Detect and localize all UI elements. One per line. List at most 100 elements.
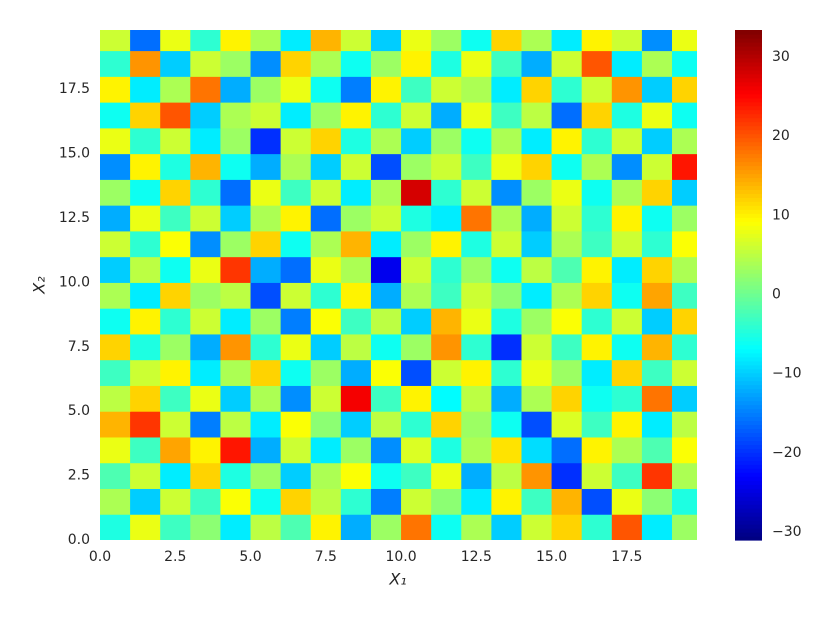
heatmap-cell bbox=[672, 282, 697, 309]
heatmap-cell bbox=[401, 127, 432, 155]
y-tick-label: 12.5 bbox=[59, 210, 90, 226]
y-tick-label: 5.0 bbox=[68, 403, 90, 419]
heatmap-cell bbox=[521, 488, 553, 515]
heatmap-cell bbox=[340, 359, 372, 386]
heatmap-cell bbox=[641, 256, 673, 283]
heatmap-cell bbox=[431, 411, 462, 438]
heatmap-cell bbox=[641, 102, 673, 129]
heatmap-cell bbox=[130, 385, 161, 412]
heatmap-cell bbox=[401, 436, 432, 464]
heatmap-cell bbox=[491, 462, 522, 489]
colorbar-segment bbox=[735, 512, 762, 517]
heatmap-cell bbox=[551, 256, 583, 283]
heatmap-cell bbox=[611, 76, 643, 103]
heatmap-cell bbox=[370, 205, 402, 232]
heatmap-cell bbox=[461, 205, 492, 232]
heatmap-cell bbox=[431, 282, 462, 309]
heatmap-cell bbox=[641, 514, 673, 540]
heatmap-cell bbox=[491, 102, 522, 129]
colorbar-tick-label: 10 bbox=[772, 207, 790, 223]
heatmap-cell bbox=[190, 462, 221, 489]
heatmap-cell bbox=[431, 514, 462, 540]
heatmap-cell bbox=[461, 179, 492, 206]
heatmap-cell bbox=[672, 179, 697, 206]
heatmap-cell bbox=[581, 333, 613, 361]
heatmap-cell bbox=[220, 127, 252, 155]
heatmap-cell bbox=[581, 359, 613, 386]
colorbar-segment bbox=[735, 81, 762, 87]
heatmap-cell bbox=[521, 436, 553, 464]
heatmap-cell bbox=[461, 230, 492, 258]
colorbar-segment bbox=[735, 53, 762, 59]
colorbar-segment bbox=[735, 360, 762, 366]
heatmap-cell bbox=[190, 436, 221, 464]
heatmap-cell bbox=[461, 333, 492, 361]
colorbar-segment bbox=[735, 245, 762, 250]
heatmap-cell bbox=[280, 127, 312, 155]
colorbar-segment bbox=[735, 281, 762, 286]
heatmap-cell bbox=[521, 230, 553, 258]
heatmap-cell bbox=[250, 359, 282, 386]
heatmap-cell bbox=[641, 436, 673, 464]
colorbar-segment bbox=[735, 133, 762, 139]
colorbar-segment bbox=[735, 249, 762, 254]
colorbar-segment bbox=[735, 472, 762, 477]
heatmap-cell bbox=[130, 256, 161, 283]
heatmap-cell bbox=[130, 514, 161, 540]
heatmap-cell bbox=[250, 230, 282, 258]
heatmap-cell bbox=[100, 102, 131, 129]
heatmap-cell bbox=[130, 205, 161, 232]
heatmap-cell bbox=[130, 282, 161, 309]
heatmap-cell bbox=[250, 179, 282, 206]
colorbar-segment bbox=[735, 316, 762, 322]
colorbar-segment bbox=[735, 221, 762, 226]
colorbar-segment bbox=[735, 428, 762, 434]
heatmap-cell bbox=[551, 359, 583, 386]
heatmap-cell bbox=[310, 102, 342, 129]
heatmap-cell bbox=[310, 308, 342, 335]
heatmap-cell bbox=[280, 50, 312, 77]
heatmap-cell bbox=[401, 282, 432, 309]
heatmap-cell bbox=[160, 436, 191, 464]
heatmap-cell bbox=[461, 127, 492, 155]
heatmap-cell bbox=[130, 359, 161, 386]
heatmap-cell bbox=[160, 153, 191, 180]
heatmap-cell bbox=[220, 282, 252, 309]
colorbar-tick-label: −10 bbox=[772, 366, 802, 382]
heatmap-cell bbox=[340, 76, 372, 103]
heatmap-cell bbox=[250, 462, 282, 489]
heatmap-cell bbox=[672, 514, 697, 540]
heatmap-cell bbox=[611, 179, 643, 206]
colorbar-segment bbox=[735, 328, 762, 334]
heatmap-cell bbox=[521, 102, 553, 129]
colorbar-segment bbox=[735, 89, 762, 95]
heatmap-cell bbox=[100, 282, 131, 309]
heatmap-cell bbox=[310, 205, 342, 232]
heatmap-cell bbox=[401, 462, 432, 489]
heatmap-cell bbox=[491, 153, 522, 180]
heatmap-cell bbox=[250, 333, 282, 361]
heatmap-cell bbox=[581, 282, 613, 309]
heatmap-cell bbox=[611, 385, 643, 412]
heatmap-cell bbox=[280, 359, 312, 386]
heatmap-cell bbox=[431, 385, 462, 412]
colorbar-segment bbox=[735, 536, 762, 541]
heatmap-cell bbox=[370, 488, 402, 515]
heatmap-cell bbox=[431, 153, 462, 180]
colorbar-segment bbox=[735, 440, 762, 445]
colorbar-segment bbox=[735, 480, 762, 485]
heatmap-cell bbox=[461, 308, 492, 335]
colorbar-segment bbox=[735, 404, 762, 410]
heatmap-cell bbox=[641, 230, 673, 258]
heatmap-cell bbox=[551, 411, 583, 438]
colorbar-segment bbox=[735, 412, 762, 418]
heatmap-cell bbox=[280, 436, 312, 464]
heatmap-cell bbox=[521, 153, 553, 180]
heatmap-cell bbox=[521, 76, 553, 103]
heatmap-cell bbox=[340, 127, 372, 155]
colorbar-segment bbox=[735, 257, 762, 262]
heatmap-cell bbox=[100, 411, 131, 438]
colorbar-segment bbox=[735, 201, 762, 206]
colorbar-segment bbox=[735, 496, 762, 501]
heatmap-cell bbox=[521, 333, 553, 361]
